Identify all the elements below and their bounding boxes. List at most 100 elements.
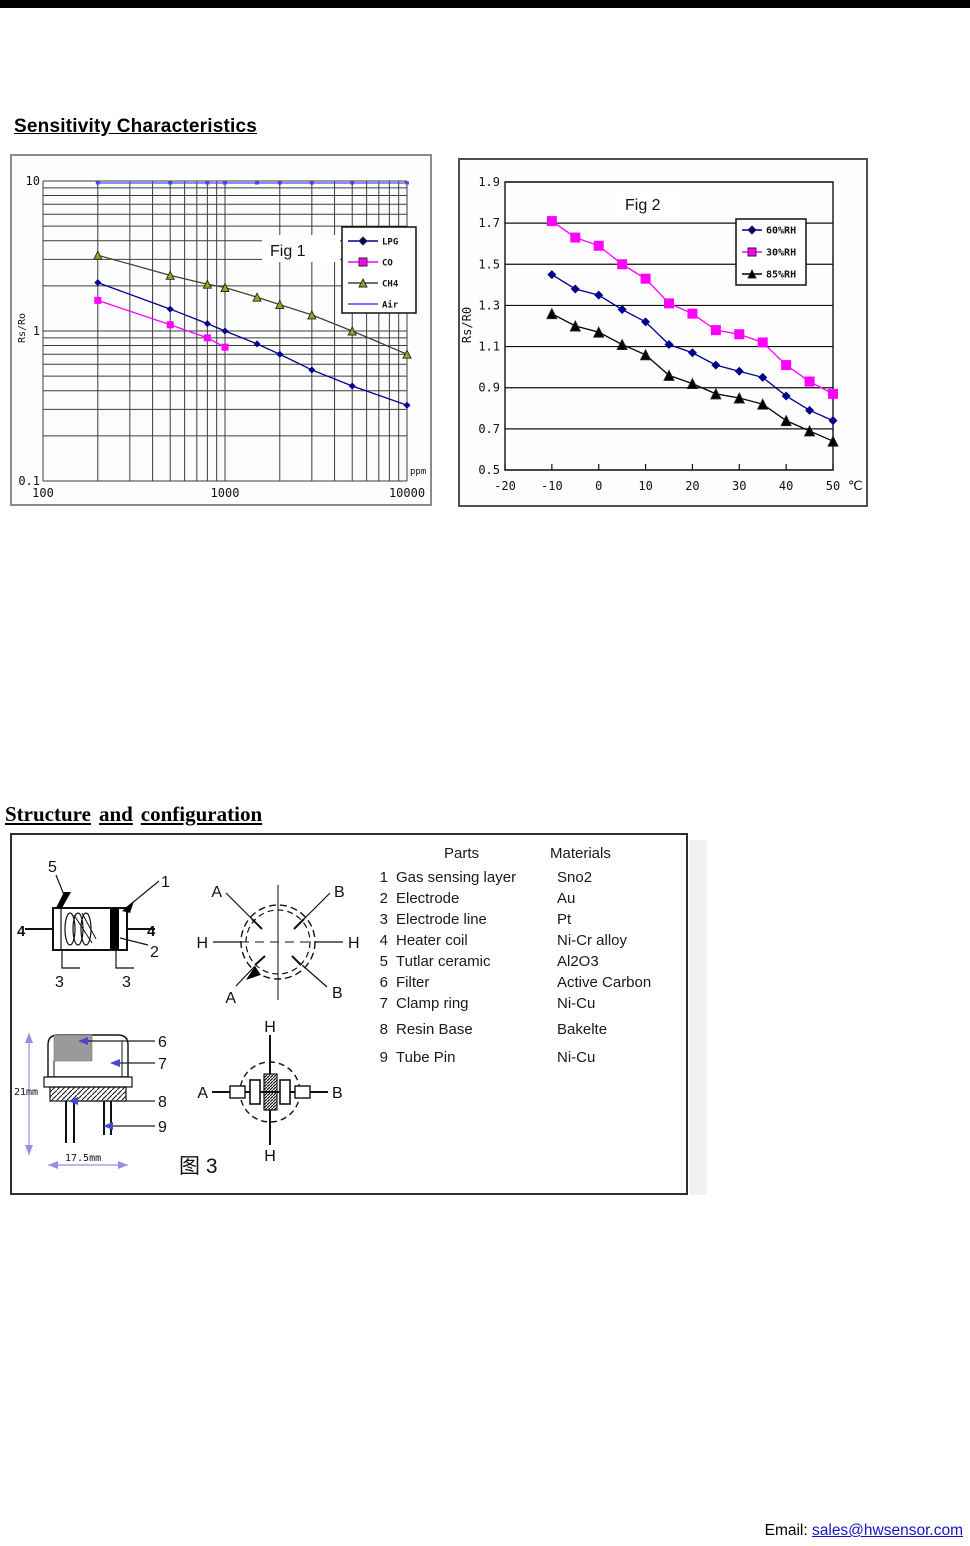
svg-text:30: 30 xyxy=(732,479,746,493)
part-number: 7 xyxy=(379,995,388,1012)
part-material: Al2O3 xyxy=(557,953,599,970)
svg-text:CO: CO xyxy=(382,259,393,269)
part-material: Ni-Cr alloy xyxy=(557,932,628,949)
table-header: Parts Materials xyxy=(364,843,682,867)
svg-text:-20: -20 xyxy=(494,479,516,493)
dimension-width: 17.5mm xyxy=(65,1153,101,1164)
svg-text:10000: 10000 xyxy=(389,486,425,500)
table-row: 2 Electrode Au xyxy=(364,888,682,909)
callout-2: 2 xyxy=(150,944,159,961)
svg-text:1: 1 xyxy=(33,324,40,338)
part-material: Bakelte xyxy=(557,1021,608,1038)
structure-heading-word: configuration xyxy=(140,802,263,826)
svg-text:40: 40 xyxy=(779,479,793,493)
svg-text:Fig 2: Fig 2 xyxy=(625,197,661,214)
part-name: Resin Base xyxy=(396,1021,473,1038)
part-number: 1 xyxy=(379,869,388,886)
svg-text:0.1: 0.1 xyxy=(18,474,40,488)
svg-text:30%RH: 30%RH xyxy=(766,248,796,259)
part-name: Clamp ring xyxy=(396,995,469,1012)
svg-text:Air: Air xyxy=(382,300,399,311)
schematic-label-h-top: H xyxy=(264,1019,276,1036)
pin-label-a-bottom: A xyxy=(225,990,236,1007)
svg-text:Fig 1: Fig 1 xyxy=(270,243,306,260)
svg-text:20: 20 xyxy=(685,479,699,493)
callout-9: 9 xyxy=(158,1119,167,1136)
schematic-label-b: B xyxy=(332,1085,343,1102)
svg-text:0: 0 xyxy=(595,479,602,493)
structure-heading-word: Structure xyxy=(5,802,91,826)
part-name: Gas sensing layer xyxy=(396,869,517,886)
table-row: 4 Heater coil Ni-Cr alloy xyxy=(364,930,682,951)
part-name: Electrode xyxy=(396,890,460,907)
email-link[interactable]: sales@hwsensor.com xyxy=(812,1522,963,1539)
table-row: 1 Gas sensing layer Sno2 xyxy=(364,867,682,888)
part-number: 6 xyxy=(379,974,388,991)
part-number: 5 xyxy=(379,953,388,970)
callout-7: 7 xyxy=(158,1056,167,1073)
figure-3-caption: 图 3 xyxy=(179,1155,218,1178)
part-material: Pt xyxy=(557,911,572,928)
pin-layout-diagram: A B H H A B xyxy=(196,884,359,1007)
callout-6: 6 xyxy=(158,1034,167,1051)
parts-materials-table: Parts Materials 1 Gas sensing layer Sno2 2… xyxy=(364,843,682,1068)
callout-1: 1 xyxy=(161,874,170,891)
callout-3-left: 3 xyxy=(55,974,64,991)
part-name: Filter xyxy=(396,974,430,991)
svg-text:60%RH: 60%RH xyxy=(766,226,796,237)
table-row: 8 Resin Base Bakelte xyxy=(364,1019,682,1040)
part-material: Active Carbon xyxy=(557,974,652,991)
part-name: Electrode line xyxy=(396,911,487,928)
svg-text:0.5: 0.5 xyxy=(478,463,500,477)
fig1-chart: Fig 1 LPG CO CH4 Air 100 1000 10000 10 1 0.1 ppm Rs/… xyxy=(10,154,432,506)
fig1-svg: Fig 1 LPG CO CH4 Air 100 1000 10000 10 1 0.1 ppm Rs/… xyxy=(17,174,426,500)
svg-text:50: 50 xyxy=(826,479,840,493)
part-number: 9 xyxy=(379,1049,388,1066)
dimension-height: 21mm xyxy=(14,1087,38,1098)
schematic-label-h-bottom: H xyxy=(264,1148,276,1165)
svg-text:100: 100 xyxy=(32,486,54,500)
column-header-parts: Parts xyxy=(444,845,480,862)
svg-text:85%RH: 85%RH xyxy=(766,270,796,281)
part-material: Au xyxy=(557,890,576,907)
structure-diagram-svg: 5 1 4 4 2 3 3 A B H xyxy=(14,859,360,1178)
pin-label-a-top: A xyxy=(211,884,222,901)
pin-label-b-bottom: B xyxy=(332,985,343,1002)
schematic-label-a: A xyxy=(197,1085,208,1102)
pin-label-b-top: B xyxy=(334,884,345,901)
part-number: 3 xyxy=(379,911,388,928)
structure-box-shadow xyxy=(690,840,707,1195)
column-header-materials: Materials xyxy=(550,845,611,862)
svg-text:ppm: ppm xyxy=(410,467,426,477)
svg-text:1000: 1000 xyxy=(211,486,240,500)
svg-text:CH4: CH4 xyxy=(382,280,399,290)
sensitivity-heading: Sensitivity Characteristics xyxy=(14,116,258,137)
callout-8: 8 xyxy=(158,1094,167,1111)
table-row: 6 Filter Active Carbon xyxy=(364,972,682,993)
package-diagram: 21mm 17.5mm 6 7 8 9 xyxy=(14,1033,167,1169)
svg-text:10: 10 xyxy=(26,174,40,188)
schematic-diagram: A B H H xyxy=(197,1019,342,1165)
svg-text:℃: ℃ xyxy=(848,479,863,494)
part-name: Tutlar ceramic xyxy=(396,953,491,970)
email-label: Email: xyxy=(764,1522,808,1539)
svg-text:1.9: 1.9 xyxy=(478,175,500,189)
part-number: 8 xyxy=(379,1021,388,1038)
table-row: 9 Tube Pin Ni-Cu xyxy=(364,1047,682,1068)
callout-3-right: 3 xyxy=(122,974,131,991)
callout-4-left: 4 xyxy=(17,923,26,940)
pin-label-h-right: H xyxy=(348,935,360,952)
callout-5: 5 xyxy=(48,859,57,876)
part-number: 4 xyxy=(379,932,388,949)
fig2-chart: Fig 2 60%RH 30%RH 85%RH -20 -10 0 10 20 30 40 50 0.5… xyxy=(458,158,868,507)
svg-text:Rs/R0: Rs/R0 xyxy=(460,307,474,343)
callout-4-right: 4 xyxy=(147,923,156,940)
svg-text:Rs/Ro: Rs/Ro xyxy=(17,313,28,343)
table-row: 3 Electrode line Pt xyxy=(364,909,682,930)
footer: Email: sales@hwsensor.com xyxy=(765,1522,963,1540)
svg-text:LPG: LPG xyxy=(382,238,398,248)
svg-text:0.9: 0.9 xyxy=(478,381,500,395)
svg-text:-10: -10 xyxy=(541,479,563,493)
part-name: Tube Pin xyxy=(396,1049,456,1066)
pin-label-h-left: H xyxy=(196,935,208,952)
